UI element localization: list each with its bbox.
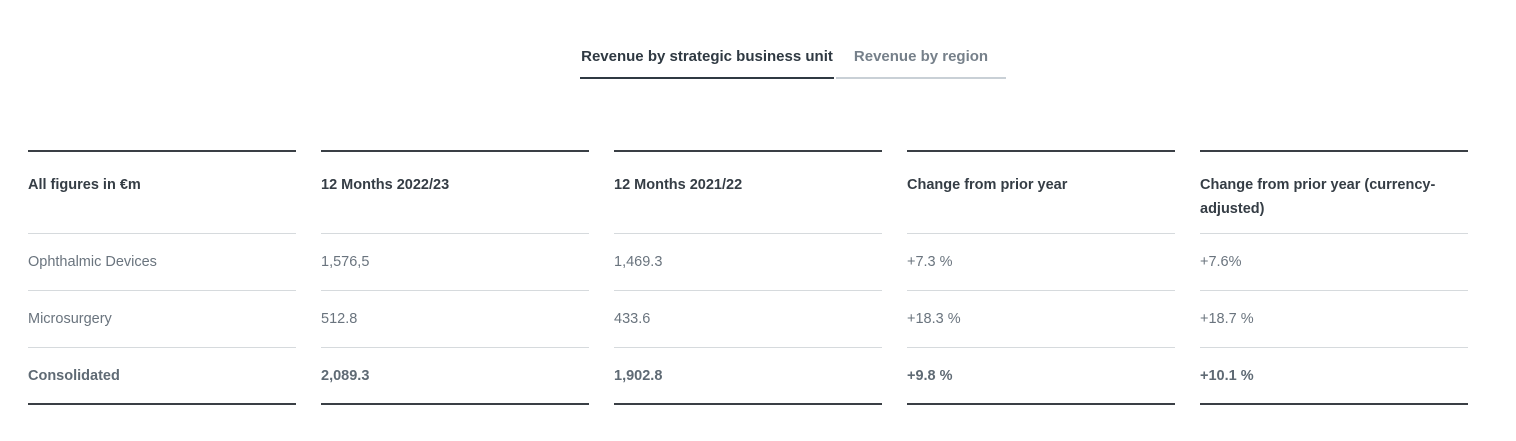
table-cell: +18.3 % (907, 291, 1175, 348)
column-header: 12 Months 2021/22 (614, 152, 882, 234)
table-column-label: All figures in €m Ophthalmic Devices Mic… (28, 150, 296, 405)
row-label-consolidated: Consolidated (28, 348, 296, 405)
table-total-cell: +9.8 % (907, 348, 1175, 405)
column-header: Change from prior year (907, 152, 1175, 234)
column-header: All figures in €m (28, 152, 296, 234)
row-label-ophthalmic-devices: Ophthalmic Devices (28, 234, 296, 291)
table-total-cell: 2,089.3 (321, 348, 589, 405)
table-total-cell: +10.1 % (1200, 348, 1468, 405)
tab-revenue-by-business-unit[interactable]: Revenue by strategic business unit (580, 38, 834, 79)
tab-revenue-by-region[interactable]: Revenue by region (836, 38, 1006, 79)
table-column-change-currency-adjusted: Change from prior year (currency-adjuste… (1200, 150, 1468, 405)
row-label-microsurgery: Microsurgery (28, 291, 296, 348)
table-cell: 1,576,5 (321, 234, 589, 291)
table-column-2021-22: 12 Months 2021/22 1,469.3 433.6 1,902.8 (614, 150, 882, 405)
table-column-change: Change from prior year +7.3 % +18.3 % +9… (907, 150, 1175, 405)
table-cell: 433.6 (614, 291, 882, 348)
column-header: 12 Months 2022/23 (321, 152, 589, 234)
table-total-cell: 1,902.8 (614, 348, 882, 405)
table-cell: +7.6% (1200, 234, 1468, 291)
table-cell: 512.8 (321, 291, 589, 348)
table-cell: 1,469.3 (614, 234, 882, 291)
table-cell: +7.3 % (907, 234, 1175, 291)
tab-bar: Revenue by strategic business unit Reven… (0, 38, 1516, 79)
table-cell: +18.7 % (1200, 291, 1468, 348)
column-header: Change from prior year (currency-adjuste… (1200, 152, 1468, 234)
revenue-table: All figures in €m Ophthalmic Devices Mic… (28, 150, 1468, 405)
table-column-2022-23: 12 Months 2022/23 1,576,5 512.8 2,089.3 (321, 150, 589, 405)
